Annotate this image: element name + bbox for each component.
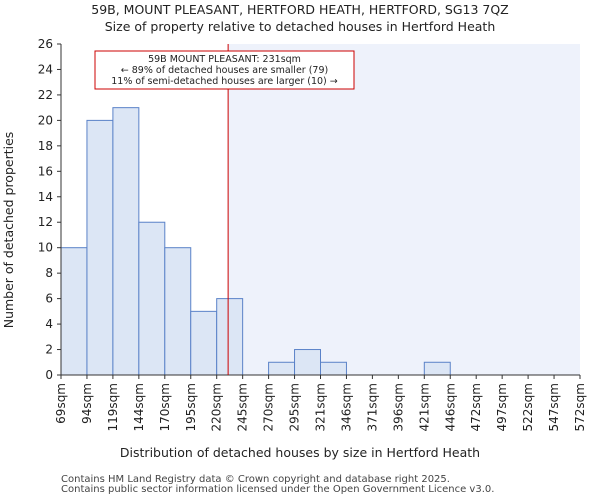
- x-tick-label: 195sqm: [184, 383, 198, 431]
- x-tick-label: 119sqm: [106, 383, 120, 431]
- x-tick-label: 69sqm: [54, 383, 68, 424]
- x-tick-label: 572sqm: [573, 383, 587, 431]
- highlight-region: [228, 44, 581, 375]
- y-tick-label: 8: [45, 266, 53, 280]
- y-tick-label: 24: [38, 62, 53, 76]
- chart-title: 59B, MOUNT PLEASANT, HERTFORD HEATH, HER…: [91, 2, 509, 17]
- x-tick-label: 270sqm: [262, 383, 276, 431]
- x-axis-label: Distribution of detached houses by size …: [120, 445, 480, 460]
- y-tick-label: 2: [45, 343, 53, 357]
- y-tick-label: 20: [38, 113, 53, 127]
- annotation-line-2: ← 89% of detached houses are smaller (79…: [121, 65, 328, 76]
- x-tick-label: 94sqm: [80, 383, 94, 424]
- bar-270sqm: [268, 361, 296, 376]
- x-tick-label: 170sqm: [158, 383, 172, 431]
- y-tick-label: 16: [38, 164, 53, 178]
- bar-421sqm: [423, 361, 451, 376]
- y-tick-label: 10: [38, 241, 53, 255]
- y-tick-label: 6: [45, 292, 53, 306]
- annotation-line-3: 11% of semi-detached houses are larger (…: [111, 76, 338, 87]
- y-tick-label: 14: [38, 190, 53, 204]
- x-tick-label: 547sqm: [547, 383, 561, 431]
- x-tick-label: 371sqm: [365, 383, 379, 431]
- x-tick-label: 472sqm: [469, 383, 483, 431]
- bar-321sqm: [320, 361, 347, 376]
- x-tick-label: 295sqm: [288, 383, 302, 431]
- annotation-box: [94, 50, 355, 90]
- y-tick-label: 26: [38, 37, 53, 51]
- bar-144sqm: [138, 221, 166, 376]
- x-tick-label: 144sqm: [132, 383, 146, 431]
- annotation-line-1: 59B MOUNT PLEASANT: 231sqm: [148, 54, 301, 65]
- y-tick-label: 12: [38, 215, 53, 229]
- y-tick-label: 0: [45, 368, 53, 382]
- y-tick-label: 18: [38, 139, 53, 153]
- bar-195sqm: [190, 310, 218, 376]
- bar-170sqm: [164, 247, 192, 376]
- y-tick-label: 4: [45, 317, 53, 331]
- y-axis-label: Number of detached properties: [1, 132, 16, 329]
- bar-119sqm: [112, 107, 140, 376]
- x-tick-label: 497sqm: [495, 383, 509, 431]
- footer-line-2: Contains public sector information licen…: [61, 484, 495, 495]
- x-tick-label: 522sqm: [521, 383, 535, 431]
- x-tick-label: 220sqm: [210, 383, 224, 431]
- bar-69sqm: [60, 247, 88, 376]
- y-tick-label: 22: [38, 88, 53, 102]
- bar-94sqm: [86, 119, 114, 376]
- bar-295sqm: [294, 349, 321, 376]
- chart-subtitle: Size of property relative to detached ho…: [105, 19, 496, 34]
- x-tick-label: 245sqm: [236, 383, 250, 431]
- footer-line-1: Contains HM Land Registry data © Crown c…: [61, 474, 450, 485]
- x-tick-label: 396sqm: [391, 383, 405, 431]
- x-tick-label: 321sqm: [314, 383, 328, 431]
- x-tick-label: 421sqm: [417, 383, 431, 431]
- bar-220sqm: [216, 298, 244, 376]
- x-tick-label: 346sqm: [339, 383, 353, 431]
- x-tick-label: 446sqm: [443, 383, 457, 431]
